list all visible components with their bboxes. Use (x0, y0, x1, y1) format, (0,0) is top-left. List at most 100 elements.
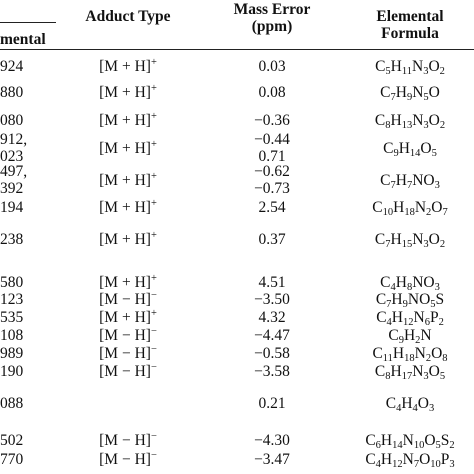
mass-error-value: 4.32 (258, 309, 286, 326)
adduct-type: [M − H]− (99, 431, 157, 449)
element-symbol: H (391, 291, 403, 308)
adduct-label: [M − H] (99, 432, 151, 449)
adduct-charge: + (150, 230, 157, 241)
element-symbol: C (376, 309, 387, 326)
element-count: 3 (449, 459, 455, 470)
element-symbol: O (419, 291, 431, 308)
element-symbol: C (374, 363, 386, 380)
adduct-charge: + (150, 198, 157, 209)
mass-value: 392 (0, 180, 24, 197)
element-count: 9 (406, 92, 413, 103)
element-symbol: N (407, 291, 420, 308)
element-symbol: N (412, 58, 424, 75)
adduct-label: [M + H] (99, 199, 151, 216)
adduct-type: [M + H]+ (99, 83, 157, 101)
element-count: 13 (401, 120, 413, 131)
element-count: 8 (442, 353, 448, 364)
mass-error-value: 0.71 (258, 148, 286, 165)
adduct-label: [M + H] (99, 274, 151, 291)
elemental-formula: C5H11N3O2 (375, 58, 445, 77)
element-symbol: H (398, 140, 410, 157)
element-symbol: O (423, 172, 435, 189)
element-symbol: N (413, 309, 425, 326)
element-count: 18 (404, 353, 415, 364)
element-count: 8 (385, 371, 391, 382)
elemental-formula: C9H2N (388, 327, 432, 346)
element-symbol: H (390, 58, 402, 75)
mass-error-value: −4.30 (254, 432, 290, 449)
adduct-type: [M + H]+ (99, 273, 157, 291)
element-count: 4 (375, 459, 381, 470)
element-symbol: N (420, 327, 432, 344)
adduct-type: [M + H]+ (99, 111, 157, 129)
element-count: 5 (385, 66, 391, 77)
mass-value: 497, (0, 163, 28, 180)
element-symbol: H (395, 274, 407, 291)
adduct-type: [M − H]− (99, 344, 157, 362)
mass-value: 502 (0, 432, 24, 449)
element-count: 5 (430, 299, 436, 310)
elemental-formula: C8H17N3O5 (374, 363, 445, 382)
element-symbol: N (402, 451, 414, 468)
elemental-formula: C7H9N5O (380, 84, 440, 103)
element-count: 4 (386, 317, 392, 328)
mass-value: 535 (0, 309, 24, 326)
element-count: 2 (426, 207, 432, 218)
element-count: 2 (439, 66, 445, 77)
element-count: 7 (406, 180, 413, 191)
element-count: 7 (442, 207, 448, 218)
element-symbol: C (380, 172, 391, 189)
element-count: 3 (429, 403, 435, 414)
mass-error-value: −3.58 (254, 363, 290, 380)
element-count: 5 (423, 92, 429, 103)
adduct-type: [M + H]+ (99, 230, 157, 248)
elemental-formula: C10H18N2O7 (372, 199, 448, 218)
mass-error-value: −0.73 (254, 180, 290, 197)
element-count: 7 (413, 459, 420, 470)
element-symbol: C (380, 274, 391, 291)
element-count: 18 (404, 207, 415, 218)
mass-error-value: −0.44 (254, 131, 290, 148)
element-symbol: N (412, 363, 424, 380)
adduct-label: [M + H] (99, 172, 151, 189)
element-symbol: C (375, 291, 387, 308)
element-symbol: H (393, 199, 405, 216)
mass-value: 080 (0, 112, 24, 129)
mass-error-value: 4.51 (258, 274, 286, 291)
element-count: 9 (402, 299, 408, 310)
element-symbol: N (414, 199, 427, 216)
adduct-type: [M − H]− (99, 290, 157, 308)
mass-value: 023 (0, 148, 24, 165)
adduct-label: [M + H] (99, 58, 151, 75)
element-symbol: H (392, 345, 405, 362)
adduct-type: [M − H]− (99, 450, 157, 468)
mass-value: 194 (0, 199, 24, 216)
header-adduct-type: Adduct Type (85, 8, 171, 25)
adduct-charge: − (150, 290, 157, 301)
element-symbol: O (428, 84, 440, 101)
element-symbol: N (412, 84, 424, 101)
adduct-type: [M − H]− (99, 326, 157, 344)
mass-value: 924 (0, 58, 24, 75)
adduct-charge: + (150, 308, 157, 319)
mass-value: 190 (0, 363, 24, 380)
element-count: 8 (385, 120, 391, 131)
mass-error-value: −3.50 (254, 291, 290, 308)
adduct-charge: − (150, 431, 157, 442)
element-count: 3 (434, 282, 440, 293)
adduct-charge: + (150, 273, 157, 284)
element-symbol: C (380, 84, 391, 101)
mass-value: 088 (0, 395, 24, 412)
mass-error-value: 0.08 (258, 84, 286, 101)
element-count: 2 (449, 440, 455, 451)
element-count: 9 (398, 335, 404, 346)
adduct-charge: + (150, 111, 157, 122)
elemental-formula: C4H8NO3 (380, 274, 440, 293)
element-count: 15 (401, 239, 413, 250)
element-symbol: N (412, 231, 424, 248)
element-count: 12 (392, 459, 403, 470)
element-count: 14 (409, 148, 421, 159)
element-symbol: N (412, 274, 424, 291)
elemental-formula: C7H9NO5S (375, 291, 444, 310)
mass-error-value: 0.21 (258, 395, 286, 412)
